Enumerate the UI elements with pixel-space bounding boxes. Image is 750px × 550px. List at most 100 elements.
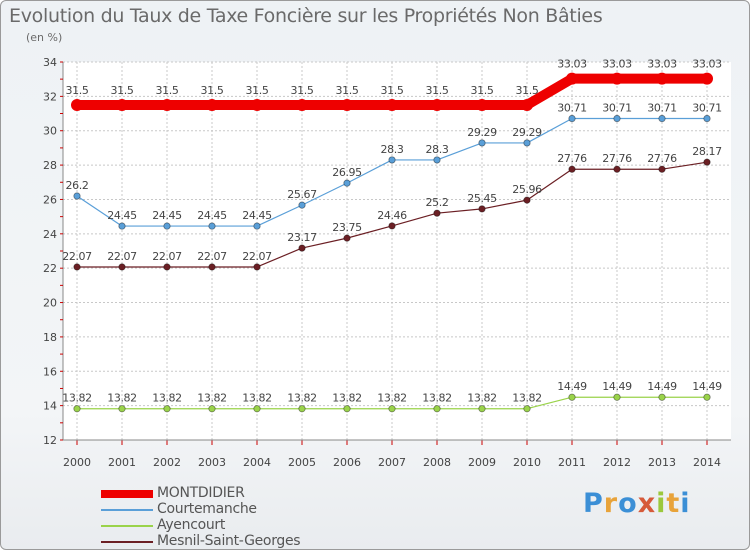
unit-label: (en %) (26, 31, 63, 44)
data-label: 33.03 (692, 58, 722, 71)
data-label: 31.5 (516, 84, 539, 97)
data-label: 27.76 (602, 152, 632, 165)
data-point (118, 222, 126, 230)
data-label: 22.07 (197, 250, 227, 263)
data-point (613, 114, 621, 123)
proxiti-logo: Proxiti (583, 488, 691, 519)
data-point (73, 263, 81, 271)
data-label: 25.2 (426, 196, 449, 209)
y-tick-label: 28 (43, 159, 57, 172)
legend-swatch-ayencourt (101, 525, 153, 527)
data-point (161, 98, 173, 111)
data-label: 24.46 (377, 209, 407, 222)
data-label: 33.03 (602, 58, 632, 71)
x-tick-label: 2012 (603, 456, 631, 469)
data-label: 31.5 (291, 84, 314, 97)
data-point (296, 98, 308, 111)
y-tick-label: 26 (43, 193, 57, 206)
y-tick-label: 32 (43, 90, 57, 103)
data-point (388, 222, 396, 230)
data-point (206, 98, 218, 111)
data-label: 30.71 (647, 102, 677, 115)
legend-swatch-montdidier (101, 490, 153, 498)
data-label: 31.5 (381, 84, 404, 97)
data-label: 29.29 (512, 126, 542, 139)
data-point (163, 263, 171, 271)
x-tick-label: 2009 (468, 456, 496, 469)
data-label: 27.76 (557, 152, 587, 165)
data-point (701, 72, 713, 85)
data-point (656, 72, 668, 85)
data-point (71, 98, 83, 111)
data-label: 24.45 (152, 209, 182, 222)
x-tick-label: 2006 (333, 456, 361, 469)
data-label: 25.45 (467, 192, 497, 205)
data-label: 13.82 (107, 392, 137, 405)
data-point (433, 156, 441, 164)
data-label: 22.07 (107, 250, 137, 263)
data-point (298, 244, 306, 252)
legend-item-montdidier: MONTDIDIER (101, 485, 401, 503)
data-point (703, 158, 711, 166)
data-label: 33.03 (647, 58, 677, 71)
data-point (523, 139, 531, 147)
data-point (116, 98, 128, 111)
data-point (388, 405, 396, 413)
y-tick-label: 30 (43, 125, 57, 138)
data-point (658, 165, 666, 173)
chart-title: Evolution du Taux de Taxe Foncière sur l… (9, 5, 603, 27)
data-point (611, 72, 623, 85)
data-point (568, 114, 576, 123)
legend-label-mesnil-saint-georges: Mesnil-Saint-Georges (157, 533, 301, 549)
data-point (253, 263, 261, 271)
data-label: 13.82 (422, 392, 452, 405)
data-point (341, 98, 353, 111)
data-label: 30.71 (602, 102, 632, 115)
x-tick-label: 2002 (153, 456, 181, 469)
data-point (163, 405, 171, 413)
data-point (343, 405, 351, 413)
data-label: 25.96 (512, 183, 542, 196)
plot-area (63, 62, 731, 440)
data-label: 26.2 (66, 179, 89, 192)
data-point (523, 405, 531, 413)
data-point (386, 98, 398, 111)
data-point (433, 405, 441, 413)
data-point (703, 393, 711, 401)
data-label: 23.17 (287, 231, 317, 244)
data-label: 30.71 (692, 102, 722, 115)
data-label: 27.76 (647, 152, 677, 165)
data-label: 29.29 (467, 126, 497, 139)
data-label: 13.82 (287, 392, 317, 405)
x-tick-label: 2004 (243, 456, 271, 469)
data-point (343, 179, 351, 187)
x-tick-label: 2010 (513, 456, 541, 469)
data-label: 13.82 (62, 392, 92, 405)
x-tick-label: 2001 (108, 456, 136, 469)
y-tick-label: 12 (43, 434, 57, 447)
data-point (163, 222, 171, 230)
data-label: 14.49 (692, 380, 722, 393)
data-label: 13.82 (242, 392, 272, 405)
legend-item-mesnil-saint-georges: Mesnil-Saint-Georges (101, 533, 401, 549)
data-point (568, 393, 576, 401)
legend-swatch-courtemanche (101, 509, 153, 511)
data-point (208, 263, 216, 271)
data-label: 31.5 (156, 84, 179, 97)
data-label: 31.5 (426, 84, 449, 97)
x-tick-label: 2000 (63, 456, 91, 469)
data-label: 33.03 (557, 58, 587, 71)
x-tick-label: 2008 (423, 456, 451, 469)
data-point (118, 405, 126, 413)
data-point (253, 405, 261, 413)
x-tick-label: 2011 (558, 456, 586, 469)
data-point (521, 98, 533, 111)
data-point (478, 139, 486, 147)
data-point (613, 165, 621, 173)
data-point (431, 98, 443, 111)
legend-label-ayencourt: Ayencourt (157, 517, 226, 533)
data-label: 23.75 (332, 221, 362, 234)
data-point (658, 393, 666, 401)
data-label: 25.67 (287, 188, 317, 201)
